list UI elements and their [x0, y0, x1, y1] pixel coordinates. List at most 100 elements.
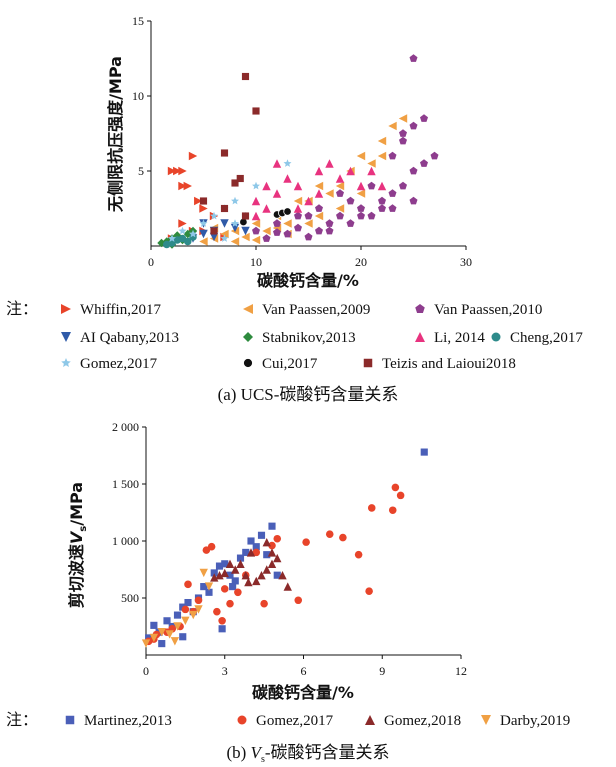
data-point [220, 149, 229, 157]
data-point [209, 232, 219, 242]
legend-marker [243, 332, 253, 342]
data-point [325, 530, 334, 538]
data-point [183, 229, 192, 239]
data-point [273, 553, 282, 563]
data-point [184, 580, 192, 589]
chart-a: 0 10 20 30 5 10 15 碳酸钙含量/% 无侧限抗压强度/MPa 注： Whi… [6, 14, 583, 404]
data-point [346, 196, 355, 205]
data-point [252, 548, 261, 557]
legend-marker [365, 715, 375, 725]
data-point [210, 573, 219, 582]
data-point [241, 72, 250, 81]
data-point [283, 229, 292, 238]
data-point [267, 548, 277, 557]
data-point [199, 568, 208, 578]
data-point [181, 605, 190, 614]
data-point [294, 223, 302, 232]
data-point [170, 637, 180, 646]
data-point [225, 559, 235, 568]
data-point [378, 204, 386, 212]
data-point [246, 548, 256, 557]
data-point [252, 543, 260, 551]
legend-label: Teizis and Laioui2018 [382, 356, 516, 372]
legend-label: Gomez,2017 [80, 356, 158, 372]
data-point [205, 588, 213, 596]
data-point [293, 204, 303, 213]
series-cui-2017 [239, 207, 292, 227]
data-point [220, 204, 229, 213]
data-point [179, 633, 187, 641]
series-van-paassen-2010 [252, 54, 439, 242]
data-point [367, 211, 376, 220]
chart-a-plot: 0 10 20 30 5 10 15 [132, 14, 472, 269]
legend-label: Martinez,2013 [84, 713, 172, 729]
chart-b-ylabel-var: V [67, 530, 86, 544]
legend-label: Cheng,2017 [510, 330, 583, 346]
data-point [241, 226, 250, 236]
data-point [210, 569, 218, 577]
chart-b-caption-var: V [251, 743, 264, 762]
data-point [367, 159, 376, 168]
data-point [173, 611, 182, 619]
chart-b-ylabel-prefix: 剪切波速 [67, 544, 86, 608]
chart-a-legend-prefix: 注： [6, 299, 38, 318]
data-point [314, 189, 324, 198]
chart-b-caption-suffix: -碳酸钙含量关系 [265, 743, 390, 762]
data-point [167, 166, 177, 176]
data-point [260, 599, 268, 608]
data-point [184, 598, 192, 607]
data-point [226, 571, 234, 579]
data-point [183, 181, 192, 191]
chart-b-ylabel-unit: /MPa [67, 482, 86, 526]
legend-item: Gomez,2018 [365, 713, 461, 729]
data-point [356, 151, 366, 161]
data-point [218, 617, 226, 625]
legend-item: Li, 2014 [415, 330, 485, 346]
legend-marker [61, 304, 71, 314]
data-point [230, 237, 240, 246]
chart-a-xlabel: 碳酸钙含量/% [257, 271, 359, 290]
legend-marker [491, 332, 501, 342]
chart-b-ylabel-sub: s [78, 526, 89, 532]
legend-label: Gomez,2018 [384, 713, 461, 729]
data-point [168, 234, 176, 242]
data-point [199, 197, 208, 205]
legend-marker [363, 358, 373, 368]
y-tick-label: 500 [121, 591, 139, 605]
data-point [251, 219, 261, 228]
data-point [251, 196, 261, 206]
data-point [388, 151, 397, 160]
data-point [346, 219, 355, 227]
x-tick-label: 0 [148, 255, 154, 269]
data-point [252, 576, 261, 586]
data-point [236, 554, 245, 562]
data-point [241, 232, 250, 242]
legend-item: Martinez,2013 [65, 713, 172, 729]
data-point [396, 491, 405, 500]
data-point [420, 159, 428, 167]
data-point [262, 234, 271, 242]
data-point [388, 204, 397, 212]
data-point [304, 196, 313, 206]
data-point [173, 231, 182, 240]
data-point [325, 159, 334, 168]
data-point [283, 174, 292, 183]
data-point [194, 596, 203, 605]
legend-item: Cheng,2017 [491, 330, 583, 346]
data-point [236, 174, 244, 183]
data-point [367, 504, 376, 512]
data-point [273, 219, 281, 227]
legend-item: Cui,2017 [243, 356, 318, 372]
data-point [283, 159, 292, 167]
data-point [268, 522, 276, 530]
data-point [220, 229, 229, 239]
data-point [163, 617, 171, 625]
y-tick-label: 1 000 [112, 534, 139, 548]
data-point [335, 174, 345, 183]
chart-a-caption: (a) UCS-碳酸钙含量关系 [218, 385, 399, 404]
data-point [257, 531, 266, 539]
legend-label: AI Qabany,2013 [80, 330, 179, 346]
legend-item: AI Qabany,2013 [61, 330, 179, 346]
data-point [210, 211, 218, 220]
data-point [263, 551, 271, 559]
